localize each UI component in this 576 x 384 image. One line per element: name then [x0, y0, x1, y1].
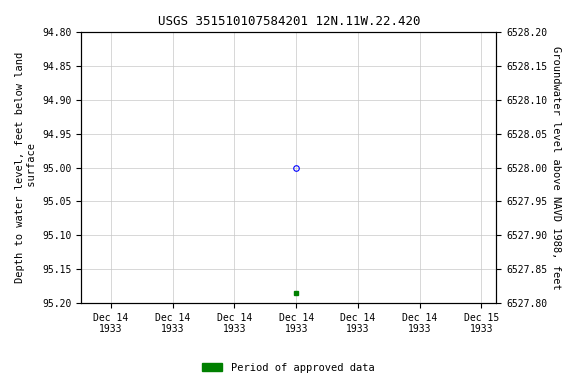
- Y-axis label: Groundwater level above NAVD 1988, feet: Groundwater level above NAVD 1988, feet: [551, 46, 561, 290]
- Legend: Period of approved data: Period of approved data: [198, 359, 378, 377]
- Title: USGS 351510107584201 12N.11W.22.420: USGS 351510107584201 12N.11W.22.420: [157, 15, 420, 28]
- Y-axis label: Depth to water level, feet below land
 surface: Depth to water level, feet below land su…: [15, 52, 37, 283]
